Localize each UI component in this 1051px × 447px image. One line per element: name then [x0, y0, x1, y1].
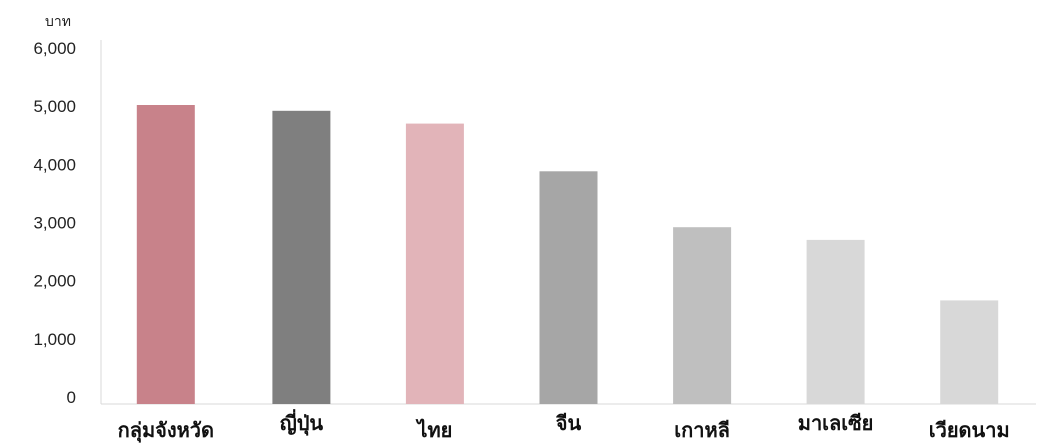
bar-5 [806, 239, 865, 404]
y-tick-label: 0 [67, 388, 76, 407]
y-tick-label: 2,000 [33, 272, 76, 291]
x-tick-label: ไทย [415, 418, 452, 442]
y-axis-ticks: 0 1,000 2,000 3,000 4,000 5,000 6,000 [33, 39, 76, 407]
bar-4 [673, 227, 732, 404]
y-tick-label: 5,000 [33, 97, 76, 116]
bar-2 [405, 123, 464, 404]
bar-1 [272, 110, 331, 405]
y-tick-label: 6,000 [33, 39, 76, 58]
x-tick-label: ญี่ปุ่น [280, 408, 324, 436]
x-tick-label: เวียดนาม [929, 418, 1010, 442]
y-tick-label: 4,000 [33, 155, 76, 174]
bar-3 [539, 171, 598, 404]
x-tick-label: มาเลเซีย [798, 411, 874, 435]
x-axis-labels: กลุ่มจังหวัด ญี่ปุ่น ไทย จีน เกาหลี มาเลเซีย เ… [118, 408, 1010, 443]
bar-6 [940, 300, 999, 404]
x-tick-label: เกาหลี [674, 418, 730, 442]
y-axis-unit-label: บาท [45, 14, 71, 30]
x-tick-label: จีน [556, 411, 582, 435]
x-tick-label: กลุ่มจังหวัด [118, 418, 214, 443]
y-tick-label: 1,000 [33, 330, 76, 349]
bar-0 [136, 105, 195, 404]
y-tick-label: 3,000 [33, 214, 76, 233]
bars [136, 105, 999, 405]
